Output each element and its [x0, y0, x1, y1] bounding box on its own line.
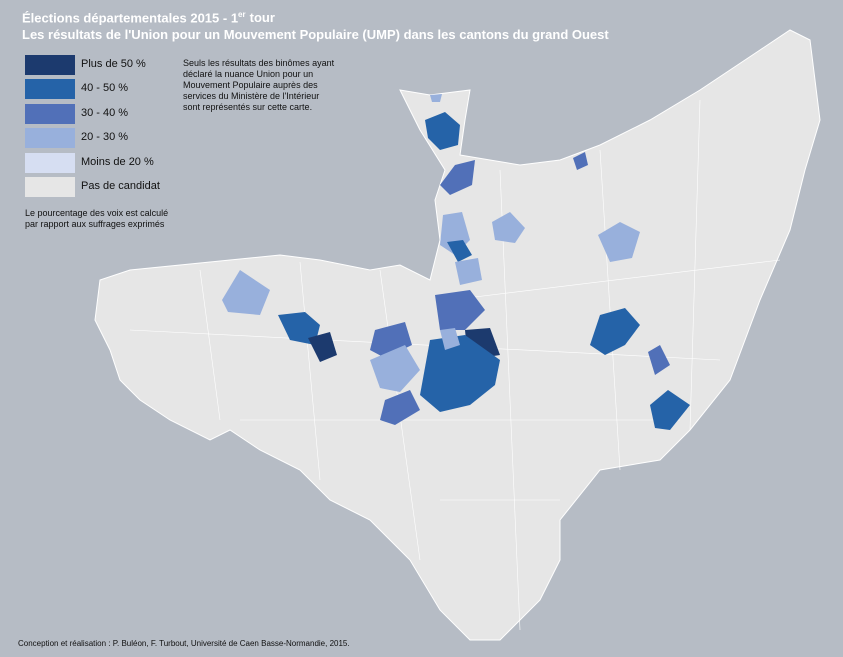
- canton: [650, 390, 690, 430]
- note-line: services du Ministère de l'Intérieur: [183, 91, 320, 101]
- canton: [590, 308, 640, 355]
- note-line: Seuls les résultats des binômes ayant: [183, 58, 335, 68]
- subtitle: Les résultats de l'Union pour un Mouveme…: [22, 27, 609, 42]
- legend-label: Pas de candidat: [81, 180, 160, 192]
- title-suffix: tour: [249, 10, 275, 26]
- canton: [380, 390, 420, 425]
- note-line: Le pourcentage des voix est calculé: [25, 208, 169, 218]
- canton: [598, 222, 640, 262]
- legend-swatch: [25, 177, 75, 197]
- canton: [440, 328, 460, 350]
- legend-label: 20 - 30 %: [81, 131, 129, 144]
- canton: [440, 160, 475, 195]
- legend-label: Plus de 50 %: [81, 58, 146, 70]
- canton: [370, 345, 420, 392]
- canton: [447, 240, 472, 262]
- legend-item: 30 - 40 %: [25, 103, 185, 126]
- title-text: Élections départementales 2015 - 1: [22, 10, 239, 26]
- title-superscript: er: [238, 10, 246, 19]
- legend-item: 20 - 30 %: [25, 128, 185, 150]
- title: Élections départementales 2015 - 1er tour: [22, 10, 275, 25]
- legend-item: Moins de 20 %: [25, 152, 185, 175]
- canton: [308, 332, 337, 362]
- canton: [573, 152, 588, 170]
- canton: [278, 312, 320, 345]
- cantons: [222, 94, 690, 430]
- map-note: Seuls les résultats des binômes ayant déc…: [183, 58, 334, 113]
- canton: [435, 290, 485, 330]
- note-line: déclaré la nuance Union pour un: [183, 69, 314, 79]
- canton: [492, 212, 525, 243]
- region-outline: [94, 29, 821, 641]
- legend-item: Plus de 50 %: [25, 55, 185, 77]
- canton: [222, 270, 270, 315]
- canton: [430, 94, 442, 102]
- legend-swatch: [25, 55, 75, 75]
- canton: [425, 112, 460, 150]
- legend-item: 40 - 50 %: [25, 79, 185, 101]
- legend-label: 30 - 40 %: [81, 106, 129, 119]
- legend-swatch: [25, 103, 75, 124]
- legend-item: Pas de candidat: [25, 177, 185, 199]
- credits: Conception et réalisation : P. Buléon, F…: [18, 639, 350, 648]
- legend-swatch: [25, 79, 75, 100]
- note-line: sont représentés sur cette carte.: [183, 102, 313, 112]
- note-line: par rapport aux suffrages exprimés: [25, 219, 165, 229]
- legend-swatch: [25, 152, 75, 173]
- note-line: Mouvement Populaire auprès des: [183, 80, 318, 90]
- legend-label: 40 - 50 %: [81, 82, 129, 95]
- canton: [648, 345, 670, 375]
- canton: [455, 258, 482, 285]
- legend-swatch: [25, 128, 75, 149]
- canton: [420, 335, 500, 412]
- legend-note: Le pourcentage des voix est calculé par r…: [25, 208, 168, 230]
- legend-label: Moins de 20 %: [81, 155, 154, 168]
